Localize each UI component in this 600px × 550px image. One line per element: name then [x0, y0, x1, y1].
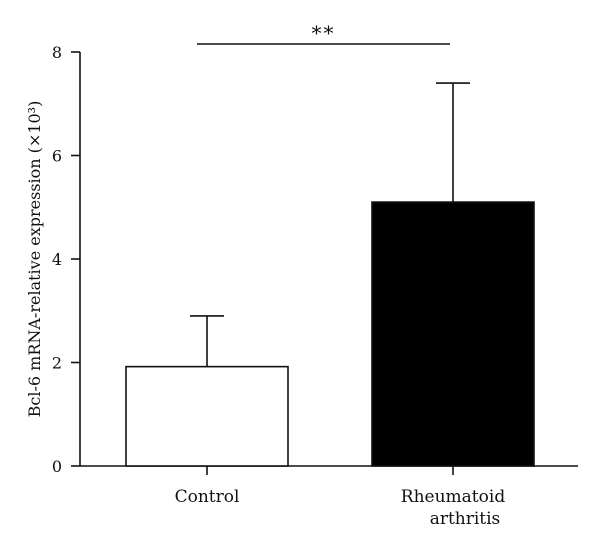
bar-control — [125, 365, 289, 467]
labels: 0 2 4 6 8 Control Rheumatoid arthritis ** — [52, 21, 506, 529]
significance-label: ** — [312, 21, 336, 45]
x-category-label: Rheumatoid arthritis — [401, 487, 506, 529]
y-tick-label: 4 — [52, 250, 62, 269]
y-tick-label: 2 — [52, 354, 62, 373]
bar-rheumatoid-arthritis — [371, 201, 535, 467]
y-tick-label: 8 — [52, 43, 62, 62]
y-tick-label: 0 — [52, 457, 62, 476]
y-axis-title: Bcl-6 mRNA-relative expression (×10³) — [25, 101, 44, 418]
y-tick-label: 6 — [52, 147, 62, 166]
bars — [125, 43, 535, 467]
x-category-label: Control — [175, 487, 240, 507]
